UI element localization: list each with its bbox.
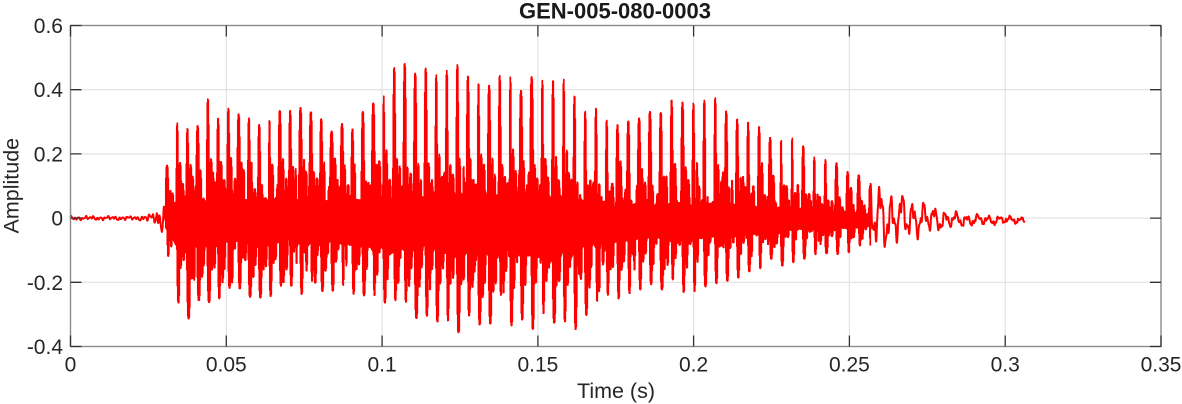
svg-text:0: 0 (51, 208, 63, 231)
svg-text:0.4: 0.4 (34, 79, 64, 102)
svg-text:GEN-005-080-0003: GEN-005-080-0003 (519, 0, 711, 24)
svg-text:0.2: 0.2 (34, 143, 63, 166)
svg-text:0.3: 0.3 (991, 354, 1020, 377)
svg-text:Time (s): Time (s) (577, 379, 655, 403)
svg-text:0.6: 0.6 (34, 15, 63, 38)
svg-text:-0.4: -0.4 (27, 336, 64, 359)
svg-text:0.25: 0.25 (829, 354, 870, 377)
svg-text:0.05: 0.05 (206, 354, 247, 377)
svg-text:Amplitude: Amplitude (0, 138, 24, 234)
svg-text:0.35: 0.35 (1141, 354, 1182, 377)
svg-text:0.1: 0.1 (367, 354, 396, 377)
svg-text:0: 0 (65, 354, 77, 377)
svg-text:0.15: 0.15 (517, 354, 558, 377)
svg-text:-0.2: -0.2 (27, 272, 63, 295)
svg-text:0.2: 0.2 (679, 354, 708, 377)
